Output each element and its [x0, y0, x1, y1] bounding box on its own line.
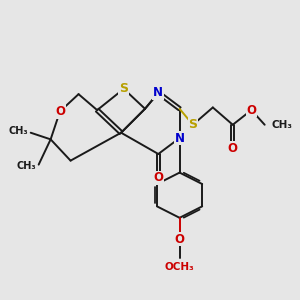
Text: O: O [175, 232, 184, 246]
Text: O: O [55, 105, 65, 118]
Text: S: S [119, 82, 128, 95]
Text: CH₃: CH₃ [271, 120, 292, 130]
Text: O: O [153, 171, 163, 184]
Text: CH₃: CH₃ [16, 161, 36, 171]
Text: O: O [228, 142, 238, 155]
Text: N: N [175, 131, 184, 145]
Text: S: S [188, 118, 197, 131]
Text: N: N [153, 86, 163, 99]
Text: CH₃: CH₃ [8, 126, 28, 136]
Text: O: O [246, 103, 256, 117]
Text: OCH₃: OCH₃ [165, 262, 194, 272]
